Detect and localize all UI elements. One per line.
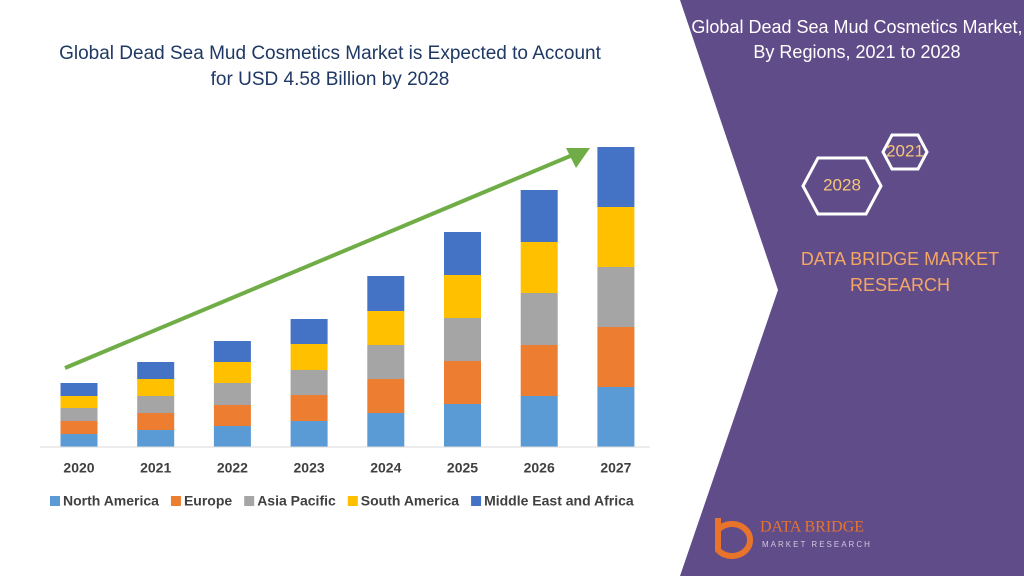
hexagon [881, 133, 929, 171]
bar-segment [290, 344, 328, 370]
bar-segment [367, 311, 405, 345]
bar-segment [520, 190, 558, 242]
bar-segment [367, 413, 405, 447]
legend-label: Middle East and Africa [484, 493, 634, 509]
hexagon-year: 2028 [823, 175, 861, 194]
bar-segment [60, 421, 98, 434]
legend-swatch [50, 496, 60, 506]
bar-segment [60, 434, 98, 447]
logo-tagline: MARKET RESEARCH [762, 540, 872, 549]
chart-title: Global Dead Sea Mud Cosmetics Market is … [59, 43, 601, 90]
bar-segment [213, 362, 251, 383]
legend-swatch [347, 496, 358, 506]
bar-segment [444, 318, 481, 361]
legend-swatch [471, 496, 482, 506]
bar-segment [597, 327, 635, 387]
bar-segment [137, 379, 175, 396]
x-tick-label: 2026 [524, 460, 555, 476]
bar-segment [137, 413, 175, 430]
bar-segment [137, 430, 175, 447]
bar-segment [213, 341, 251, 362]
bar-segment [597, 147, 635, 207]
hexagon-year: 2021 [886, 141, 924, 160]
bar-segment [597, 207, 635, 267]
bar-segment [290, 421, 328, 447]
bar-segment [444, 232, 481, 275]
x-tick-label: 2021 [140, 460, 171, 476]
legend-label: Asia Pacific [257, 493, 336, 509]
bar-segment [213, 426, 251, 447]
bar-segment [444, 275, 481, 318]
legend-swatch [244, 496, 255, 506]
x-tick-label: 2027 [600, 460, 631, 476]
x-tick-label: 2024 [370, 460, 401, 476]
logo-icon [715, 518, 754, 559]
bar-segment [60, 396, 98, 408]
brand-name: DATA BRIDGE MARKET RESEARCH [801, 249, 999, 295]
trend-arrowhead [566, 148, 590, 168]
logo-name: DATA BRIDGE [760, 519, 864, 536]
legend-label: South America [361, 493, 459, 509]
bar-segment [290, 370, 328, 395]
bar-segment [444, 361, 481, 404]
hexagon [801, 156, 883, 216]
bar-segment [367, 345, 405, 379]
bar-segment [213, 405, 251, 426]
bar-segment [213, 383, 251, 405]
bar-segment [597, 387, 635, 447]
bar-segment [290, 395, 328, 421]
trend-arrow [64, 152, 576, 370]
bar-segment [367, 276, 405, 311]
bar-segment [60, 383, 98, 396]
bar-segment [367, 379, 405, 413]
x-tick-label: 2023 [294, 460, 325, 476]
bar-segment [520, 396, 558, 447]
bar-segment [137, 396, 175, 413]
panel-title: Global Dead Sea Mud Cosmetics Market, By … [691, 17, 1022, 62]
x-tick-label: 2022 [217, 460, 248, 476]
legend-swatch [170, 496, 181, 506]
bar-segment [520, 242, 558, 293]
x-tick-label: 2020 [63, 460, 94, 476]
bar-segment [290, 319, 328, 344]
bar-segment [597, 267, 635, 327]
legend-label: North America [63, 493, 159, 509]
bar-segment [520, 345, 558, 396]
side-panel [680, 0, 1024, 576]
bar-segment [60, 408, 98, 421]
legend-label: Europe [184, 493, 232, 509]
bar-segment [137, 362, 175, 379]
bar-segment [444, 404, 481, 447]
x-tick-label: 2025 [447, 460, 478, 476]
bar-segment [520, 293, 558, 345]
